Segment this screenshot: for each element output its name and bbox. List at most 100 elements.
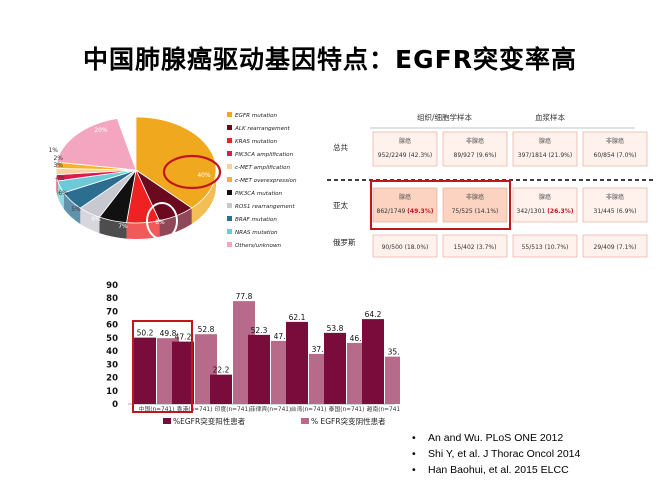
pie-slice-side — [99, 217, 127, 239]
bar-negative — [385, 356, 400, 404]
x-tick-label: 台湾(n=741) — [291, 405, 327, 413]
legend-swatch — [227, 138, 232, 143]
reference-item: • Shi Y, et al. J Thorac Oncol 2014 — [412, 446, 580, 462]
table-cell-value: 29/409 (7.1%) — [594, 244, 637, 251]
table-cell-subheader: 非腺癌 — [606, 137, 624, 145]
pie-extra-label: 1% — [48, 147, 58, 154]
bar-value-label: 52.8 — [198, 325, 215, 334]
table-cell — [582, 234, 648, 258]
reference-text: Shi Y, et al. J Thorac Oncol 2014 — [428, 448, 581, 460]
egfr-bar-chart: 0 10 20 30 40 50 60 70 80 90 50.2 49.8 中国(n=741) 47.… — [106, 281, 400, 426]
table-row-name: 亚太 — [333, 200, 348, 210]
table-cell-value: 75/525 (14.1%) — [452, 208, 499, 215]
legend-label: EGFR mutation — [235, 113, 278, 119]
pie-extra-label: 3% — [53, 162, 63, 169]
bar-positive — [248, 334, 270, 404]
pie-slice-side — [63, 192, 81, 225]
pie-slice-side — [80, 208, 100, 234]
table-row-name: 俄罗斯 — [333, 237, 356, 247]
table-cell-value: 952/2249 (42.3%) — [378, 152, 432, 159]
bullet-icon: • — [412, 464, 416, 476]
legend-swatch — [227, 112, 232, 117]
y-tick-label: 10 — [106, 387, 118, 397]
bar-positive — [172, 341, 194, 404]
pie-slice-label: 6% — [91, 216, 101, 223]
legend-label-positive: %EGFR突变阳性患者 — [173, 416, 246, 426]
table-cell-subheader: 非腺癌 — [466, 137, 484, 145]
reference-item: • An and Wu. PLoS ONE 2012 — [412, 430, 580, 446]
bullet-icon: • — [412, 432, 416, 444]
pie-slice-side — [159, 208, 192, 237]
table-cell — [442, 131, 508, 167]
slide-title: 中国肺腺癌驱动基因特点：EGFR突变率高 — [83, 45, 577, 74]
y-tick-label: 0 — [112, 400, 118, 410]
x-tick-label: 菲律宾(n=741) — [250, 405, 292, 413]
x-tick-label: 香港(n=741) — [177, 405, 213, 413]
legend-label: KRAS mutation — [235, 139, 277, 145]
pie-slice-label: 40% — [197, 172, 211, 179]
legend-label: c-MET amplification — [235, 165, 290, 171]
bar-positive — [286, 321, 308, 404]
pie-slice — [56, 118, 137, 171]
bar-value-label: 50.2 — [137, 329, 154, 338]
table-cell-value: 60/854 (7.0%) — [594, 152, 637, 159]
bar-positive — [324, 332, 346, 404]
legend-label: PIK3CA amplification — [235, 152, 294, 158]
y-tick-label: 30 — [106, 360, 118, 370]
col-header-plasma: 血浆样本 — [535, 112, 565, 122]
highlight-box-asia-pacific — [370, 180, 511, 230]
legend-swatch — [227, 151, 232, 156]
table-cell-subheader: 腺癌 — [539, 193, 551, 201]
y-tick-label: 80 — [106, 294, 118, 304]
table-cell-value: 397/1814 (21.9%) — [518, 152, 572, 159]
y-tick-label: 90 — [106, 281, 118, 291]
table-cell-value: 90/500 (18.0%) — [382, 244, 429, 251]
bar-positive — [134, 337, 156, 404]
legend-swatch-positive — [163, 418, 171, 424]
bar-value-label: 52.3 — [251, 326, 268, 335]
reference-text: Han Baohui, et al. 2015 ELCC — [428, 464, 569, 476]
driver-gene-pie-chart: 40% 8% 7% 6% 5% 6% 4% 20% 1%2%3% EGFR mutation AL… — [48, 112, 297, 249]
pie-slice-side — [191, 170, 216, 225]
y-tick-label: 20 — [106, 374, 118, 384]
bar-value-label: 35.8 — [388, 348, 400, 357]
bar-value-label: 62.1 — [289, 313, 306, 322]
table-cell-value: 862/1749 (49.3%) — [377, 208, 434, 215]
highlight-circle-egfr — [162, 154, 222, 190]
x-tick-label: 印度(n=741) — [215, 405, 251, 413]
table-cell-value: 15/402 (3.7%) — [454, 244, 497, 251]
legend-swatch — [227, 203, 232, 208]
pie-slice — [135, 116, 217, 209]
bar-value-label: 47.7 — [274, 332, 291, 341]
reference-text: An and Wu. PLoS ONE 2012 — [428, 432, 564, 444]
legend-label-negative: % EGFR突变阴性患者 — [311, 416, 386, 426]
y-tick-label: 40 — [106, 347, 118, 357]
col-header-tissue: 组织/细胞学样本 — [417, 112, 473, 122]
legend-swatch — [227, 125, 232, 130]
y-tick-label: 60 — [106, 321, 118, 331]
table-cell — [372, 234, 438, 258]
legend-label: c-MET overexpression — [235, 178, 297, 184]
reference-item: • Han Baohui, et al. 2015 ELCC — [412, 462, 580, 478]
legend-swatch-negative — [301, 418, 309, 424]
pie-slice-label: 4% — [55, 175, 65, 182]
table-cell — [442, 234, 508, 258]
table-row-name: 总共 — [333, 142, 348, 152]
bar-value-label: 49.8 — [160, 329, 177, 338]
legend-label: Others/unknown — [235, 243, 282, 249]
highlight-circle-alk — [146, 202, 178, 240]
table-cell — [512, 234, 578, 258]
legend-label: ALK rearrangement — [234, 126, 291, 132]
table-cell — [442, 187, 508, 223]
table-cell-subheader: 非腺癌 — [466, 193, 484, 201]
legend-swatch — [227, 177, 232, 182]
y-tick-label: 70 — [106, 307, 118, 317]
bar-value-label: 37.9 — [312, 345, 329, 354]
table-cell — [372, 187, 438, 223]
highlight-box-china — [132, 320, 193, 413]
legend-swatch — [227, 190, 232, 195]
x-tick-label: 泰国(n=741) — [329, 405, 365, 413]
pie-slice-side — [57, 180, 64, 209]
legend-swatch — [227, 216, 232, 221]
y-tick-label: 50 — [106, 334, 118, 344]
